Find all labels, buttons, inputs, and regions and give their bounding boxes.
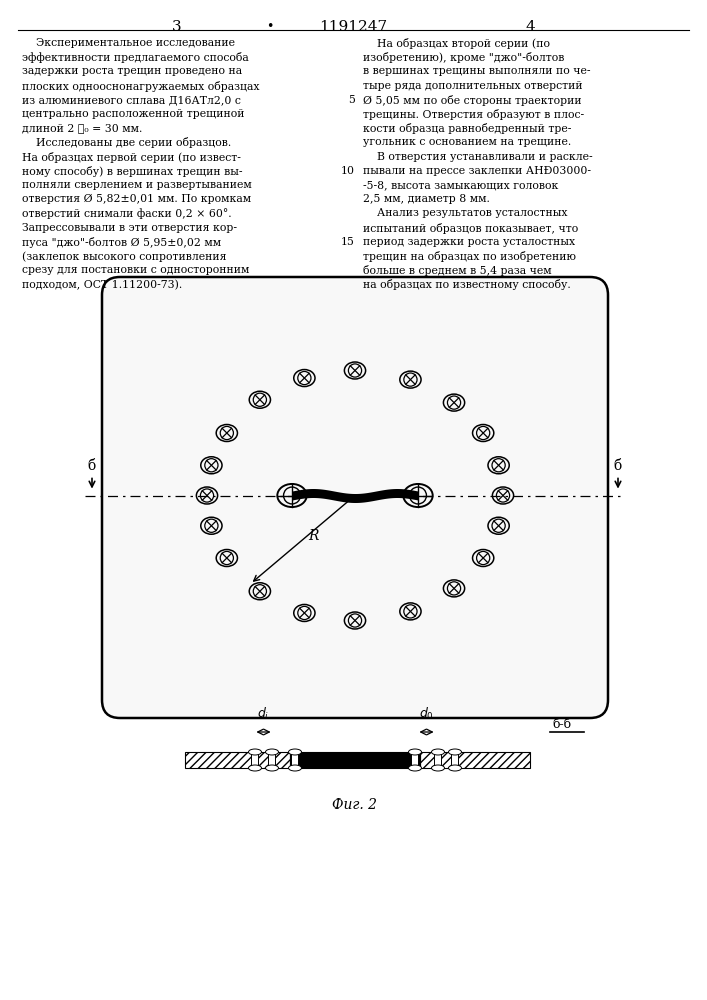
Text: больше в среднем в 5,4 раза чем: больше в среднем в 5,4 раза чем [363, 265, 551, 276]
Text: Фиг. 2: Фиг. 2 [332, 798, 378, 812]
Ellipse shape [266, 765, 279, 771]
Text: 3: 3 [173, 20, 182, 34]
Text: подходом, ОСТ 1.11200-73).: подходом, ОСТ 1.11200-73). [22, 279, 182, 290]
Text: R: R [309, 529, 319, 543]
Text: кости образца равнобедренный тре-: кости образца равнобедренный тре- [363, 123, 571, 134]
Ellipse shape [288, 765, 301, 771]
Bar [291, 752, 298, 768]
Text: из алюминиевого сплава Д16АТл2,0 с: из алюминиевого сплава Д16АТл2,0 с [22, 95, 241, 105]
Text: изобретению), кроме "джо"-болтов: изобретению), кроме "джо"-болтов [363, 52, 564, 63]
Bar [411, 752, 419, 768]
Bar [420, 752, 530, 768]
Text: период задержки роста усталостных: период задержки роста усталостных [363, 237, 575, 247]
Ellipse shape [248, 749, 262, 755]
Text: на образцах по известному способу.: на образцах по известному способу. [363, 279, 571, 290]
Text: б: б [88, 460, 96, 474]
Text: трещины. Отверстия образуют в плос-: трещины. Отверстия образуют в плос- [363, 109, 584, 120]
Text: б-б: б-б [552, 718, 571, 730]
Text: длиной 2 ℓ₀ = 30 мм.: длиной 2 ℓ₀ = 30 мм. [22, 123, 142, 133]
Bar [452, 752, 459, 768]
Text: 4: 4 [525, 20, 535, 34]
Text: Запрессовывали в эти отверстия кор-: Запрессовывали в эти отверстия кор- [22, 223, 237, 233]
Text: б: б [614, 460, 622, 474]
Ellipse shape [409, 765, 421, 771]
Text: срезу для постановки с односторонним: срезу для постановки с односторонним [22, 265, 250, 275]
Text: $d_i$: $d_i$ [257, 706, 269, 722]
FancyBboxPatch shape [102, 277, 608, 718]
Ellipse shape [448, 749, 462, 755]
Ellipse shape [248, 765, 262, 771]
Text: отверстия Ø 5,82±0,01 мм. По кромкам: отверстия Ø 5,82±0,01 мм. По кромкам [22, 194, 251, 204]
Ellipse shape [431, 765, 445, 771]
Text: 10: 10 [341, 166, 355, 176]
Text: 1191247: 1191247 [319, 20, 387, 34]
Text: 2,5 мм, диаметр 8 мм.: 2,5 мм, диаметр 8 мм. [363, 194, 490, 204]
Text: Экспериментальное исследование: Экспериментальное исследование [22, 38, 235, 48]
Text: Анализ результатов усталостных: Анализ результатов усталостных [363, 208, 568, 218]
Text: полняли сверлением и развертыванием: полняли сверлением и развертыванием [22, 180, 252, 190]
Text: $d_0$: $d_0$ [419, 706, 434, 722]
Text: На образцах второй серии (по: На образцах второй серии (по [363, 38, 550, 49]
Text: 5: 5 [348, 95, 355, 105]
Text: трещин на образцах по изобретению: трещин на образцах по изобретению [363, 251, 576, 262]
Bar [435, 752, 441, 768]
Text: На образцах первой серии (по извест-: На образцах первой серии (по извест- [22, 152, 241, 163]
Text: ному способу) в вершинах трещин вы-: ному способу) в вершинах трещин вы- [22, 166, 243, 177]
Text: В отверстия устанавливали и раскле-: В отверстия устанавливали и раскле- [363, 152, 592, 162]
Text: в вершинах трещины выполняли по че-: в вершинах трещины выполняли по че- [363, 66, 590, 76]
Ellipse shape [288, 749, 301, 755]
Text: пуса "джо"-болтов Ø 5,95±0,02 мм: пуса "джо"-болтов Ø 5,95±0,02 мм [22, 237, 221, 248]
Text: задержки роста трещин проведено на: задержки роста трещин проведено на [22, 66, 242, 76]
Text: -5-8, высота замыкающих головок: -5-8, высота замыкающих головок [363, 180, 559, 190]
Ellipse shape [448, 765, 462, 771]
Text: плоских однооснонагружаемых образцах: плоских однооснонагружаемых образцах [22, 81, 259, 92]
Bar [185, 752, 290, 768]
Text: 15: 15 [341, 237, 355, 247]
Bar [269, 752, 276, 768]
Text: центрально расположенной трещиной: центрально расположенной трещиной [22, 109, 245, 119]
Ellipse shape [266, 749, 279, 755]
Text: пывали на прессе заклепки АНÐ03000-: пывали на прессе заклепки АНÐ03000- [363, 166, 591, 176]
Text: угольник с основанием на трещине.: угольник с основанием на трещине. [363, 137, 571, 147]
Ellipse shape [409, 749, 421, 755]
Text: Ø 5,05 мм по обе стороны траектории: Ø 5,05 мм по обе стороны траектории [363, 95, 582, 106]
Text: испытаний образцов показывает, что: испытаний образцов показывает, что [363, 223, 578, 234]
Ellipse shape [431, 749, 445, 755]
Text: Исследованы две серии образцов.: Исследованы две серии образцов. [22, 137, 231, 148]
Text: эффективности предлагаемого способа: эффективности предлагаемого способа [22, 52, 249, 63]
Text: отверстий снимали фаски 0,2 × 60°.: отверстий снимали фаски 0,2 × 60°. [22, 208, 232, 219]
Text: (заклепок высокого сопротивления: (заклепок высокого сопротивления [22, 251, 226, 262]
Text: тыре ряда дополнительных отверстий: тыре ряда дополнительных отверстий [363, 81, 583, 91]
Bar [290, 752, 420, 768]
Bar [252, 752, 259, 768]
Text: •: • [267, 20, 274, 33]
